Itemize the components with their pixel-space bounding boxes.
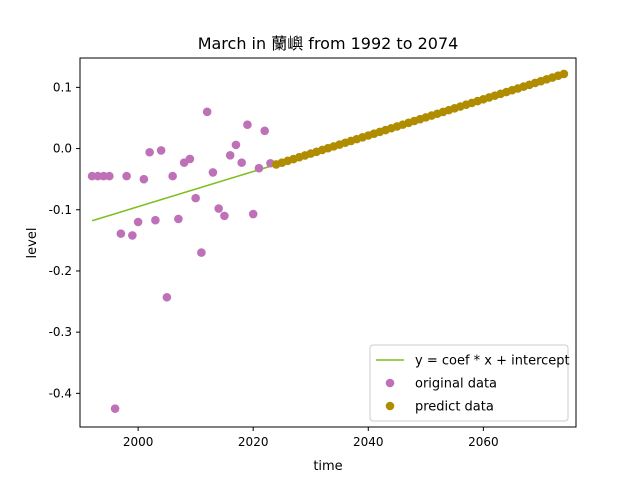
chart-title: March in 蘭嶼 from 1992 to 2074 bbox=[198, 34, 459, 53]
legend-label: y = coef * x + intercept bbox=[415, 354, 570, 369]
original-data-point bbox=[139, 174, 149, 184]
legend-marker-swatch bbox=[385, 378, 395, 388]
original-data-point bbox=[225, 150, 235, 160]
legend: y = coef * x + intercept original data pre… bbox=[369, 344, 570, 422]
x-tick-label: 2000 bbox=[123, 435, 154, 449]
original-data-point bbox=[231, 140, 241, 150]
y-axis-label: level bbox=[25, 228, 40, 259]
original-data-point bbox=[185, 154, 195, 164]
original-data-point bbox=[243, 120, 252, 130]
original-data-point bbox=[197, 248, 206, 257]
original-data-point bbox=[208, 168, 218, 177]
y-tick-label: 0.1 bbox=[53, 80, 72, 94]
plot-frame bbox=[79, 57, 577, 428]
original-data-point bbox=[145, 147, 154, 157]
y-tick-label: -0.2 bbox=[49, 264, 72, 278]
original-data-point bbox=[151, 215, 160, 225]
original-data-point bbox=[260, 126, 270, 136]
legend-marker-swatch bbox=[385, 401, 395, 411]
y-tick-label: -0.3 bbox=[49, 325, 72, 339]
original-data-point bbox=[237, 158, 246, 167]
original-data-point bbox=[162, 292, 172, 302]
original-data-point bbox=[248, 209, 258, 219]
original-data-point bbox=[110, 404, 120, 413]
original-data-point bbox=[122, 171, 131, 181]
original-data-point bbox=[214, 204, 223, 213]
predict-data-point bbox=[559, 69, 569, 79]
x-axis-label: time bbox=[313, 459, 342, 474]
original-data-point bbox=[156, 146, 166, 155]
y-tick-label: -0.4 bbox=[49, 386, 72, 400]
legend-label: original data bbox=[415, 377, 497, 392]
original-data-point bbox=[202, 107, 212, 117]
legend-box bbox=[369, 344, 569, 422]
x-tick-label: 2020 bbox=[238, 435, 269, 449]
original-data-point bbox=[254, 163, 264, 173]
axes: 2000 2020 2040 2060 0.1 0.0 -0.1 -0.2 -0.3 -0.4 bbox=[49, 80, 499, 449]
original-data-point bbox=[128, 231, 137, 240]
original-data-point bbox=[220, 211, 229, 221]
x-tick-label: 2060 bbox=[468, 435, 499, 449]
original-data-point bbox=[133, 217, 143, 227]
y-tick-label: -0.1 bbox=[49, 203, 72, 217]
original-data-point bbox=[105, 171, 114, 181]
legend-label: predict data bbox=[415, 400, 494, 415]
x-tick-label: 2040 bbox=[353, 435, 384, 449]
original-data-point bbox=[116, 229, 126, 238]
original-data-point bbox=[168, 171, 177, 181]
plot-area bbox=[87, 69, 569, 413]
y-tick-label: 0.0 bbox=[53, 142, 72, 156]
regression-line bbox=[91, 163, 277, 222]
original-data-point bbox=[191, 193, 200, 203]
original-data-point bbox=[174, 214, 183, 224]
